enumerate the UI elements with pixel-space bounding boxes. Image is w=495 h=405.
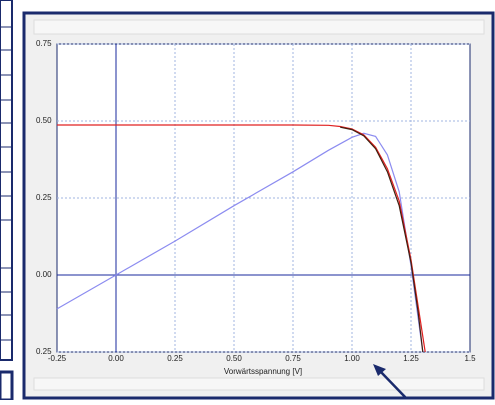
x-tick-label: 0.50 xyxy=(226,354,242,363)
toolbar xyxy=(33,19,485,35)
x-tick-label: -0.25 xyxy=(48,354,67,363)
series-line xyxy=(340,126,424,353)
x-axis-label: Vorwärtsspannung [V] xyxy=(224,367,302,376)
y-tick-label: 0.75 xyxy=(36,39,52,48)
x-tick-label: 0.25 xyxy=(167,354,183,363)
side-panel xyxy=(0,0,13,361)
arrow-head xyxy=(373,364,386,376)
scrollbar[interactable] xyxy=(33,377,485,391)
y-tick-label: 0.25 xyxy=(36,347,52,356)
x-tick-label: 1.25 xyxy=(403,354,419,363)
arrow xyxy=(379,370,407,399)
x-tick-label: 1.5 xyxy=(464,354,476,363)
x-tick-label: 1.00 xyxy=(344,354,360,363)
side-button[interactable] xyxy=(0,370,14,402)
series-line xyxy=(56,132,424,353)
side-rows xyxy=(0,26,12,341)
x-tick-label: 0.00 xyxy=(108,354,124,363)
y-tick-label: 0.50 xyxy=(36,116,52,125)
y-tick-label: 0.25 xyxy=(36,193,52,202)
y-tick-label: 0.00 xyxy=(36,270,52,279)
x-tick-label: 0.75 xyxy=(285,354,301,363)
